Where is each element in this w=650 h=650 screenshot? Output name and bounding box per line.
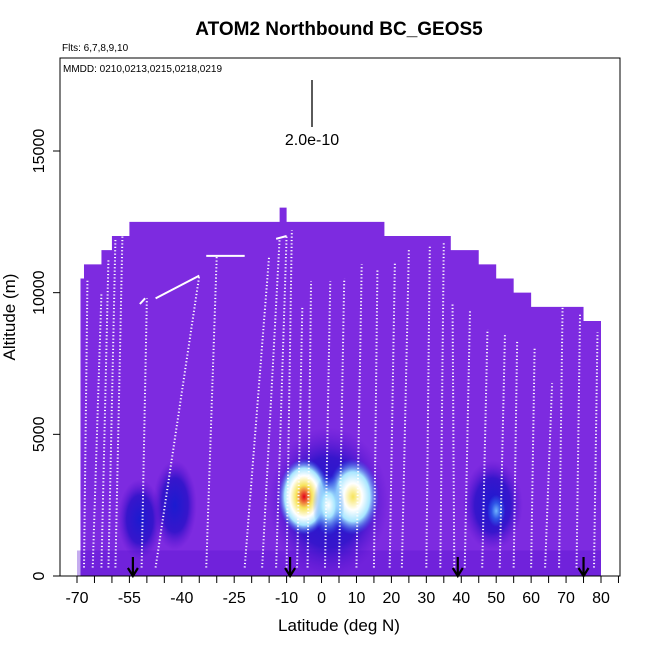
arrow-head	[126, 567, 139, 579]
x-tick-label: -25	[223, 590, 246, 607]
flight-profile	[107, 238, 117, 568]
x-tick-label: -55	[118, 590, 141, 607]
x-tick-label: -40	[170, 590, 193, 607]
flight-profile	[296, 306, 304, 568]
y-tick-label: 10000	[31, 270, 48, 315]
flight-profiles	[82, 230, 599, 568]
concentration-hotspot	[487, 494, 506, 527]
flight-profile	[114, 235, 124, 568]
flight-profile	[355, 264, 363, 568]
flight-profile	[558, 306, 564, 568]
y-tick-label: 5000	[31, 416, 48, 452]
flight-profile	[306, 281, 313, 568]
flight-profile	[100, 258, 110, 568]
flight-profile	[481, 329, 489, 568]
scale-label: 2.0e-10	[285, 132, 339, 149]
x-tick-label: 70	[557, 590, 575, 607]
flight-profile	[388, 261, 396, 568]
x-tick-label: 80	[592, 590, 610, 607]
flight-arrows	[126, 557, 590, 579]
arrow-head	[284, 567, 297, 579]
flight-profile	[82, 278, 89, 568]
flight-profile	[324, 281, 332, 568]
level-leg	[139, 297, 146, 305]
flight-profile	[154, 275, 201, 568]
flight-profile	[261, 238, 281, 568]
x-axis: -70 -55 -40 -25 -10 0 10 20 30 40 50 60 70 80	[65, 575, 620, 607]
level-leg	[155, 274, 200, 300]
plume-region	[152, 460, 197, 551]
arrow-head	[451, 567, 464, 579]
x-tick-label: -70	[65, 590, 88, 607]
x-tick-label: 20	[383, 590, 401, 607]
x-tick-label: 30	[417, 590, 435, 607]
flight-profile	[512, 340, 519, 568]
flight-profile	[544, 383, 554, 568]
flight-profile	[205, 255, 218, 568]
y-axis-label: Altitude (m)	[0, 274, 19, 361]
x-tick-label: 10	[348, 590, 366, 607]
arrow-head	[577, 567, 590, 579]
flight-profile	[243, 255, 271, 568]
x-tick-label: 40	[452, 590, 470, 607]
level-leg	[275, 235, 287, 240]
chart-title: ATOM2 Northbound BC_GEOS5	[195, 19, 483, 40]
y-tick-label: 15000	[31, 129, 48, 174]
y-tick-label: 0	[31, 571, 48, 580]
x-tick-label: 0	[317, 590, 326, 607]
dates-label: MMDD: 0210,0213,0215,0218,0219	[63, 64, 222, 75]
y-axis: 0 5000 10000 15000	[31, 129, 61, 580]
x-tick-label: -10	[275, 590, 298, 607]
x-tick-label: 60	[522, 590, 540, 607]
concentration-hotspot	[312, 475, 345, 536]
flight-profile	[425, 244, 431, 568]
flight-profile	[498, 335, 506, 568]
flight-profile	[338, 278, 346, 568]
flights-label: Flts: 6,7,8,9,10	[62, 43, 129, 54]
plume-region	[117, 479, 162, 560]
flight-profile	[530, 346, 536, 568]
x-tick-label: 50	[487, 590, 505, 607]
flight-profile	[275, 235, 288, 568]
flight-profile	[140, 298, 148, 568]
flight-profile	[463, 309, 471, 568]
x-axis-label: Latitude (deg N)	[278, 616, 400, 635]
